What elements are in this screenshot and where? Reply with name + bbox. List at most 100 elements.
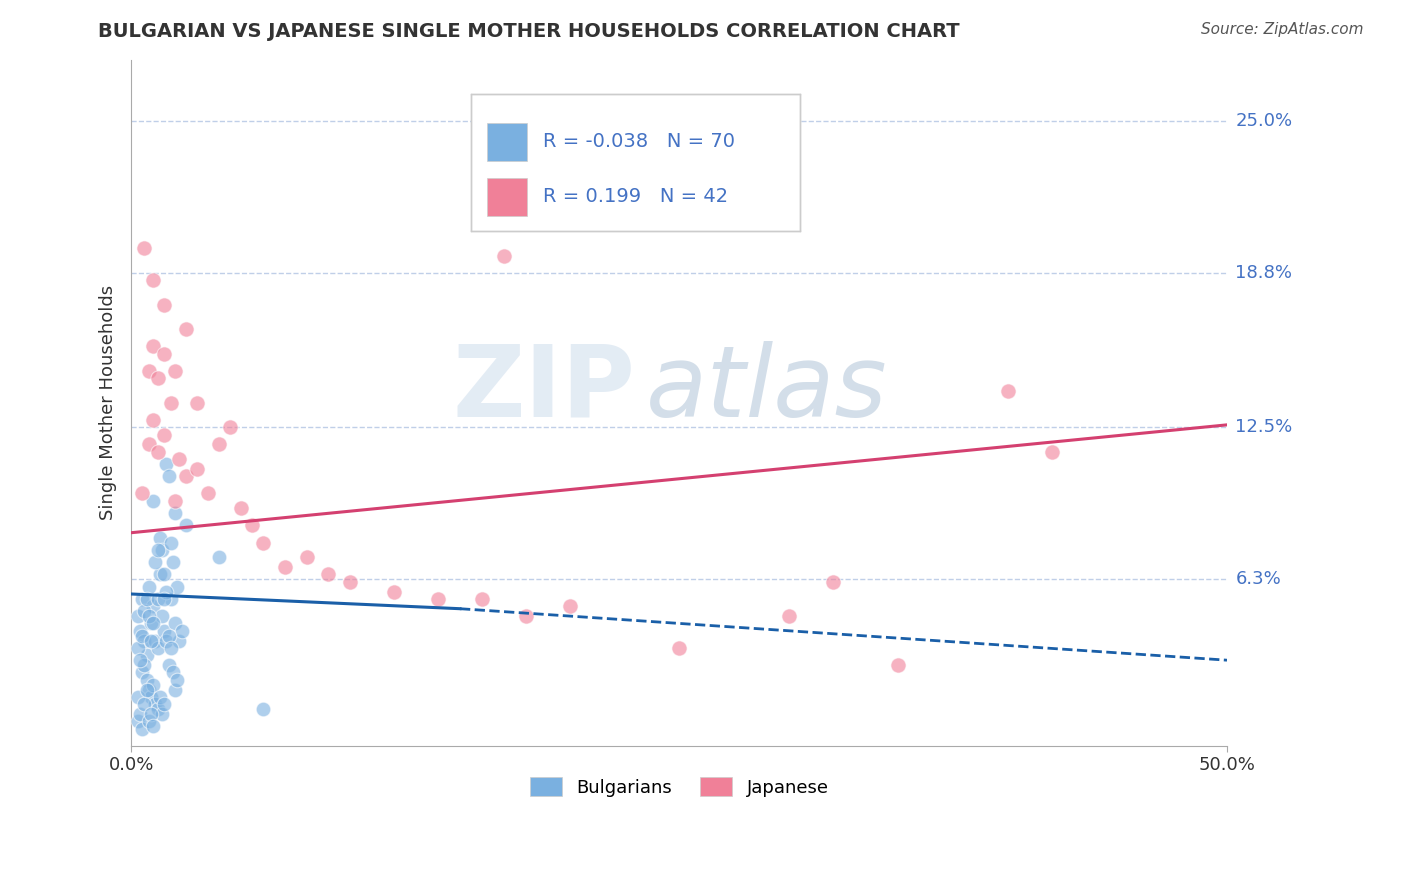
Point [821, 574, 844, 589]
Point [142, 413, 165, 427]
Point [139, 690, 162, 704]
Point [138, 580, 160, 594]
Point [134, 698, 156, 712]
Point [165, 493, 187, 508]
Point [778, 609, 800, 624]
Point [159, 396, 181, 410]
Point [127, 690, 149, 704]
Point [153, 624, 176, 638]
Point [153, 698, 176, 712]
Point [165, 506, 187, 520]
Point [139, 633, 162, 648]
Point [127, 609, 149, 624]
Point [149, 567, 172, 582]
Point [138, 609, 160, 624]
Point [162, 555, 184, 569]
Point [142, 339, 165, 353]
Point [138, 682, 160, 697]
Point [229, 501, 252, 516]
Point [129, 707, 152, 722]
Point [138, 364, 160, 378]
Text: BULGARIAN VS JAPANESE SINGLE MOTHER HOUSEHOLDS CORRELATION CHART: BULGARIAN VS JAPANESE SINGLE MOTHER HOUS… [98, 22, 960, 41]
Point [558, 599, 581, 614]
Point [170, 624, 193, 638]
Point [134, 241, 156, 255]
Point [169, 633, 191, 648]
Point [135, 682, 157, 697]
Point [129, 653, 152, 667]
Text: 6.3%: 6.3% [1236, 570, 1281, 589]
Point [159, 591, 181, 606]
Text: ZIP: ZIP [453, 341, 636, 438]
Point [997, 384, 1019, 398]
Point [273, 560, 295, 574]
Point [318, 567, 340, 582]
Point [142, 493, 165, 508]
Text: atlas: atlas [647, 341, 887, 438]
Point [143, 633, 166, 648]
Point [142, 719, 165, 733]
Point [166, 580, 188, 594]
Point [515, 609, 537, 624]
Point [138, 437, 160, 451]
Point [155, 633, 177, 648]
Point [150, 542, 173, 557]
Point [149, 690, 172, 704]
Point [142, 599, 165, 614]
Point [887, 658, 910, 673]
Point [218, 420, 240, 434]
Point [146, 640, 169, 655]
Point [129, 624, 152, 638]
Point [155, 584, 177, 599]
Point [146, 371, 169, 385]
Point [153, 427, 176, 442]
Point [153, 567, 176, 582]
Point [157, 629, 180, 643]
Point [252, 702, 274, 716]
Point [150, 707, 173, 722]
Point [150, 609, 173, 624]
Point [382, 584, 405, 599]
Point [134, 658, 156, 673]
Point [135, 648, 157, 663]
Point [208, 437, 231, 451]
Point [208, 550, 231, 565]
Point [169, 452, 191, 467]
Point [165, 682, 187, 697]
Point [146, 702, 169, 716]
Point [131, 629, 153, 643]
Point [159, 640, 181, 655]
Point [471, 591, 494, 606]
Point [157, 658, 180, 673]
Point [165, 364, 187, 378]
Point [492, 249, 515, 263]
Point [427, 591, 450, 606]
Text: 25.0%: 25.0% [1236, 112, 1292, 130]
Point [127, 714, 149, 729]
Point [240, 518, 263, 533]
Point [197, 486, 219, 500]
Point [149, 531, 172, 545]
Point [135, 673, 157, 687]
Text: Source: ZipAtlas.com: Source: ZipAtlas.com [1201, 22, 1364, 37]
Point [139, 616, 162, 631]
Point [143, 698, 166, 712]
Point [142, 678, 165, 692]
Point [155, 457, 177, 471]
Point [153, 298, 176, 312]
Point [153, 347, 176, 361]
Point [142, 273, 165, 287]
Point [668, 640, 690, 655]
Point [143, 555, 166, 569]
Point [131, 665, 153, 680]
Point [252, 535, 274, 549]
Point [174, 322, 197, 336]
Point [165, 616, 187, 631]
Point [142, 616, 165, 631]
Point [159, 535, 181, 549]
Point [127, 640, 149, 655]
Point [295, 550, 318, 565]
Point [131, 486, 153, 500]
Point [174, 518, 197, 533]
Point [138, 714, 160, 729]
